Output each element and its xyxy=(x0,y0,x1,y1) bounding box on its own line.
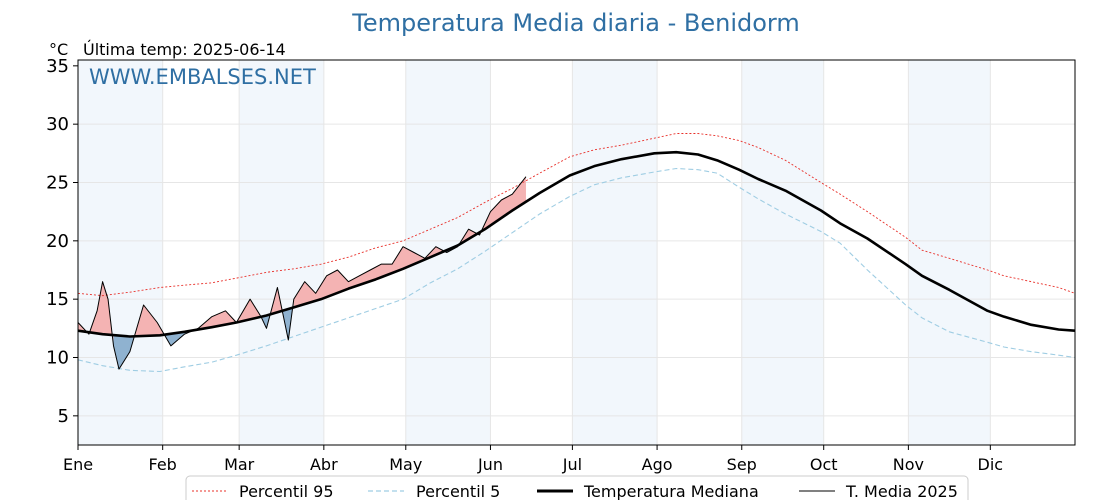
p95-line xyxy=(77,133,1076,297)
x-tick-label-abr: Abr xyxy=(310,455,338,474)
x-axis: Ene Feb Mar Abr May Jun Jul Ago Sep Oct Nov Dic xyxy=(63,445,1003,474)
warm-anomaly-fill xyxy=(135,305,166,337)
p5-line xyxy=(77,167,1076,373)
legend-label-2025: T. Media 2025 xyxy=(845,482,958,500)
x-tick-label-feb: Feb xyxy=(149,455,177,474)
x-tick-label-jun: Jun xyxy=(477,455,503,474)
legend-box xyxy=(185,475,969,500)
last-temp-label: Última temp: 2025-06-14 xyxy=(83,40,286,59)
y-tick-label-35: 35 xyxy=(46,56,69,77)
month-bands xyxy=(78,60,991,445)
month-band-jul xyxy=(572,60,658,445)
x-tick-label-nov: Nov xyxy=(893,455,924,474)
grid-lines xyxy=(77,60,1075,445)
x-tick-label-jul: Jul xyxy=(562,455,582,474)
y-tick-label-5: 5 xyxy=(58,406,69,427)
x-tick-label-sep: Sep xyxy=(727,455,757,474)
watermark: WWW.EMBALSES.NET xyxy=(89,65,316,89)
month-band-ene xyxy=(78,60,163,445)
anomaly-fills xyxy=(78,176,526,370)
warm-anomaly-fill xyxy=(194,299,263,331)
media-2025-line xyxy=(77,176,527,370)
warm-anomaly-fill xyxy=(270,287,283,315)
y-tick-label-20: 20 xyxy=(46,231,69,252)
series-lines xyxy=(77,133,1076,373)
legend: Percentil 95 Percentil 5 Temperatura Med… xyxy=(185,475,969,500)
month-band-may xyxy=(405,60,491,445)
x-tick-label-ago: Ago xyxy=(642,455,673,474)
x-tick-label-oct: Oct xyxy=(810,455,838,474)
month-band-sep xyxy=(741,60,824,445)
warm-anomaly-fill xyxy=(482,176,526,231)
x-tick-label-may: May xyxy=(389,455,422,474)
y-tick-label-30: 30 xyxy=(46,114,69,135)
x-tick-label-mar: Mar xyxy=(224,455,255,474)
legend-label-median: Temperatura Mediana xyxy=(583,482,759,500)
x-tick-label-dic: Dic xyxy=(978,455,1004,474)
unit-label: °C xyxy=(49,40,68,59)
warm-anomaly-fill xyxy=(293,246,446,308)
legend-label-p95: Percentil 95 xyxy=(239,482,334,500)
x-tick-label-ene: Ene xyxy=(63,455,93,474)
legend-label-p5: Percentil 5 xyxy=(416,482,500,500)
plot-frame xyxy=(77,59,1076,446)
y-tick-label-25: 25 xyxy=(46,173,69,194)
median-line xyxy=(77,150,1076,338)
chart-title: Temperatura Media diaria - Benidorm xyxy=(351,9,799,37)
y-tick-label-15: 15 xyxy=(46,289,69,310)
month-band-mar xyxy=(239,60,324,445)
month-band-nov xyxy=(908,60,991,445)
y-axis: 5 10 15 20 25 30 35 xyxy=(46,56,78,427)
cold-anomaly-fill xyxy=(113,333,136,370)
warm-anomaly-fill xyxy=(90,281,114,346)
y-tick-label-10: 10 xyxy=(46,348,69,369)
